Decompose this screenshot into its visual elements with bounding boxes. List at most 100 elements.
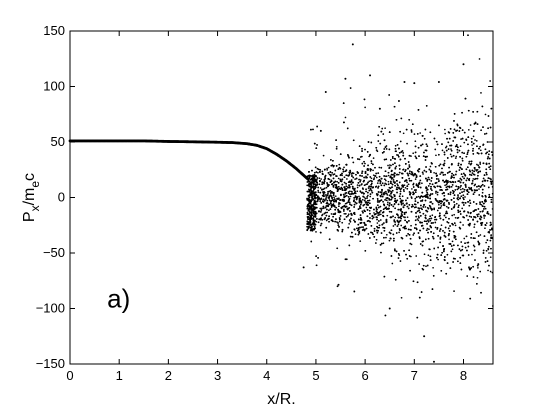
scatter-point xyxy=(490,234,492,236)
scatter-point xyxy=(347,207,350,210)
scatter-point xyxy=(420,144,422,147)
scatter-point xyxy=(449,267,452,269)
scatter-point xyxy=(451,184,454,186)
scatter-point xyxy=(439,228,442,230)
scatter-point xyxy=(419,221,421,223)
scatter-point xyxy=(479,145,481,148)
scatter-point xyxy=(444,216,447,219)
scatter-point xyxy=(466,190,469,193)
scatter-point xyxy=(410,196,413,198)
scatter-point xyxy=(475,231,478,234)
scatter-point xyxy=(310,187,312,190)
scatter-point xyxy=(468,199,471,202)
scatter-point xyxy=(380,251,382,254)
scatter-point xyxy=(426,210,429,213)
scatter-point xyxy=(370,141,373,144)
scatter-point xyxy=(424,149,427,152)
scatter-point xyxy=(359,174,361,177)
scatter-point xyxy=(360,183,363,186)
scatter-point xyxy=(484,133,486,135)
scatter-point xyxy=(443,162,446,165)
scatter-point xyxy=(341,172,343,175)
scatter-point xyxy=(487,153,490,156)
scatter-point xyxy=(309,174,312,177)
scatter-point xyxy=(452,261,454,263)
scatter-point xyxy=(454,173,457,176)
scatter-point xyxy=(425,209,427,212)
scatter-point xyxy=(314,202,316,204)
scatter-point xyxy=(313,171,316,174)
scatter-point xyxy=(434,221,437,224)
scatter-point xyxy=(415,175,418,178)
scatter-point xyxy=(427,176,430,179)
scatter-point xyxy=(425,265,427,268)
scatter-point xyxy=(489,256,492,259)
scatter-point xyxy=(408,177,411,180)
scatter-point xyxy=(318,177,321,180)
scatter-point xyxy=(390,198,392,201)
panel-annotation: a) xyxy=(107,283,130,313)
scatter-point xyxy=(383,158,386,161)
scatter-point xyxy=(328,199,331,202)
y-axis-label: Px/mec xyxy=(21,173,42,222)
scatter-point xyxy=(458,169,461,171)
scatter-point xyxy=(435,178,438,180)
scatter-point xyxy=(319,207,322,210)
scatter-point xyxy=(349,220,352,223)
scatter-point xyxy=(483,205,486,208)
scatter-point xyxy=(462,194,465,197)
scatter-point xyxy=(427,219,429,221)
scatter-point xyxy=(338,217,341,219)
scatter-point xyxy=(470,187,473,189)
y-tick-label: 50 xyxy=(51,134,65,149)
scatter-point xyxy=(447,193,450,195)
scatter-point xyxy=(317,168,320,171)
scatter-point xyxy=(382,133,385,135)
scatter-point xyxy=(359,190,362,193)
scatter-point xyxy=(308,194,311,197)
scatter-point xyxy=(334,180,337,183)
scatter-point xyxy=(368,189,371,192)
scatter-point xyxy=(400,217,402,220)
scatter-point xyxy=(398,164,401,167)
scatter-point xyxy=(479,170,482,173)
scatter-point xyxy=(487,245,490,248)
scatter-point xyxy=(441,167,443,170)
scatter-point xyxy=(429,201,432,203)
scatter-point xyxy=(421,199,423,202)
scatter-point xyxy=(421,182,423,185)
scatter-point xyxy=(450,181,452,184)
scatter-point xyxy=(391,186,393,188)
scatter-point xyxy=(457,162,460,165)
scatter-point xyxy=(436,256,438,259)
scatter-point xyxy=(380,195,382,198)
scatter-point xyxy=(322,154,325,157)
scatter-point xyxy=(413,227,416,229)
scatter-point xyxy=(316,200,319,202)
scatter-point xyxy=(426,195,429,198)
scatter-point xyxy=(379,142,382,145)
scatter-point xyxy=(340,193,342,196)
scatter-point xyxy=(314,206,317,209)
outlier-point xyxy=(423,335,426,338)
scatter-point xyxy=(323,187,326,190)
scatter-point xyxy=(440,171,443,174)
scatter-point xyxy=(308,171,310,173)
scatter-point xyxy=(444,184,446,187)
scatter-point xyxy=(429,219,432,222)
scatter-point xyxy=(369,217,371,219)
scatter-point xyxy=(383,236,385,239)
scatter-point xyxy=(307,218,309,220)
outlier-point xyxy=(477,263,480,266)
scatter-point xyxy=(307,227,310,229)
scatter-point xyxy=(426,188,429,191)
scatter-point xyxy=(418,209,420,212)
scatter-point xyxy=(463,177,465,180)
scatter-point xyxy=(326,183,329,186)
scatter-point xyxy=(429,169,432,172)
scatter-point xyxy=(385,199,388,202)
scatter-point xyxy=(484,180,486,182)
scatter-point xyxy=(316,125,318,128)
scatter-point xyxy=(354,178,356,180)
scatter-point xyxy=(353,219,355,221)
